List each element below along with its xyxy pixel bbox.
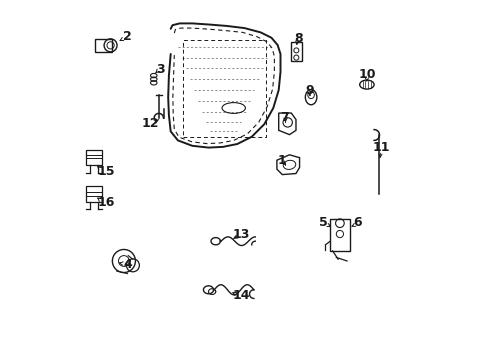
Text: 1: 1 <box>277 154 286 167</box>
Text: 7: 7 <box>279 111 288 123</box>
Text: 4: 4 <box>123 258 132 271</box>
Text: 11: 11 <box>372 141 389 154</box>
Text: 3: 3 <box>156 63 165 76</box>
Text: 5: 5 <box>319 216 327 229</box>
Bar <box>95 39 112 52</box>
Text: 10: 10 <box>357 68 375 81</box>
Bar <box>290 42 301 61</box>
Text: 9: 9 <box>305 84 313 97</box>
Text: 14: 14 <box>232 289 249 302</box>
Text: 15: 15 <box>97 165 114 178</box>
Bar <box>86 186 102 202</box>
Text: 8: 8 <box>294 32 302 45</box>
Text: 6: 6 <box>353 216 362 229</box>
Text: 12: 12 <box>141 117 159 130</box>
Text: 13: 13 <box>232 228 249 241</box>
Text: 2: 2 <box>123 30 132 43</box>
Bar <box>329 219 349 251</box>
Text: 16: 16 <box>97 196 114 209</box>
Bar <box>86 150 102 165</box>
